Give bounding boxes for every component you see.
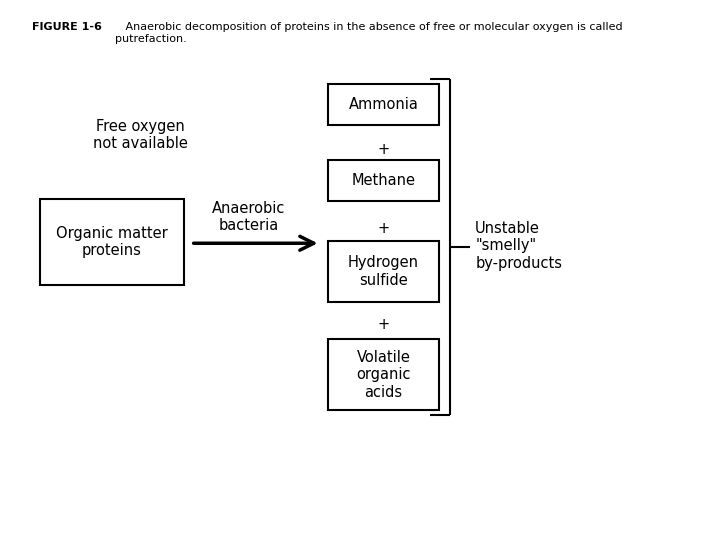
Text: +: + (378, 221, 390, 236)
FancyBboxPatch shape (40, 199, 184, 285)
FancyBboxPatch shape (328, 241, 439, 302)
FancyBboxPatch shape (328, 339, 439, 410)
Text: Anaerobic decomposition of proteins in the absence of free or molecular oxygen i: Anaerobic decomposition of proteins in t… (115, 22, 623, 44)
Text: Volatile
organic
acids: Volatile organic acids (356, 350, 410, 400)
Text: Ammonia: Ammonia (348, 97, 418, 112)
Text: Organic matter
proteins: Organic matter proteins (55, 226, 168, 258)
FancyBboxPatch shape (328, 84, 439, 125)
Text: +: + (378, 317, 390, 332)
Text: ALWAYS LEARNING: ALWAYS LEARNING (7, 506, 206, 525)
FancyBboxPatch shape (328, 160, 439, 201)
Text: FIGURE 1-6: FIGURE 1-6 (32, 22, 102, 32)
Text: Free oxygen
not available: Free oxygen not available (93, 119, 188, 151)
Text: Unstable
"smelly"
by-products: Unstable "smelly" by-products (475, 221, 562, 271)
Text: Copyright © 2015 by Pearson Education, Inc
All Rights Reserved: Copyright © 2015 by Pearson Education, I… (414, 499, 601, 521)
Text: +: + (378, 143, 390, 157)
Text: PEARSON: PEARSON (595, 504, 720, 528)
Text: Basic Environmental Technology, Sixth Edition
Jerry A. Nathanson | Richard A. Sc: Basic Environmental Technology, Sixth Ed… (155, 499, 349, 521)
Text: Methane: Methane (351, 173, 415, 188)
Text: Hydrogen
sulfide: Hydrogen sulfide (348, 255, 419, 288)
Text: Anaerobic
bacteria: Anaerobic bacteria (212, 201, 285, 233)
